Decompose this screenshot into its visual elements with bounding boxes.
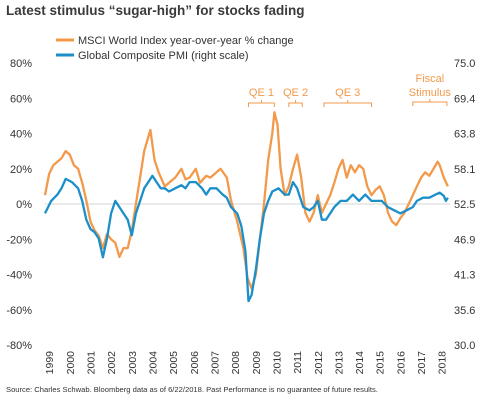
x-axis-ticks: 1999 2000 2001 2002 2003 2004 2005 2006 2007 2008…	[44, 351, 449, 375]
left-tick-label: -60%	[6, 305, 32, 317]
x-tick-label: 2009	[251, 351, 263, 375]
x-tick-label: 2007	[209, 351, 221, 375]
left-tick-label: 20%	[10, 164, 32, 176]
annotation-label: QE 2	[283, 87, 308, 99]
legend-label-msci: MSCI World Index year-over-year % change	[78, 35, 294, 47]
right-tick-label: 52.5	[454, 199, 475, 211]
annotation-bracket	[323, 100, 372, 107]
x-tick-label: 2005	[168, 351, 180, 375]
x-tick-label: 2010	[271, 351, 283, 375]
annotation-bracket	[248, 100, 275, 107]
x-tick-label: 2000	[65, 351, 77, 375]
x-tick-label: 2006	[189, 351, 201, 375]
annotation-label: QE 1	[249, 87, 274, 99]
legend-label-pmi: Global Composite PMI (right scale)	[78, 50, 249, 62]
x-tick-label: 2016	[395, 351, 407, 375]
annotation-bracket	[412, 99, 448, 106]
annotation-bracket	[288, 100, 303, 107]
x-tick-label: 2003	[127, 351, 139, 375]
right-tick-label: 46.9	[454, 234, 475, 246]
annotation-label: Fiscal	[415, 73, 444, 85]
right-axis-ticks: 75.0 69.4 63.8 58.1 52.5 46.9 41.3 35.6 30.0	[454, 58, 475, 352]
x-tick-label: 2018	[437, 351, 449, 375]
x-tick-label: 2014	[354, 351, 366, 375]
left-tick-label: -20%	[6, 234, 32, 246]
annotation-label: QE 3	[335, 87, 360, 99]
right-tick-label: 75.0	[454, 58, 475, 70]
legend: MSCI World Index year-over-year % change…	[56, 35, 294, 62]
x-tick-label: 2004	[147, 351, 159, 375]
x-tick-label: 2001	[85, 351, 97, 375]
x-tick-label: 2015	[375, 351, 387, 375]
chart-title: Latest stimulus “sugar-high” for stocks …	[6, 3, 305, 18]
annotation-label: Stimulus	[409, 87, 452, 99]
left-axis-ticks: 80% 60% 40% 20% 0% -20% -40% -60% -80%	[6, 58, 32, 352]
annotations: QE 1 QE 2 QE 3 Fiscal Stimulus	[248, 73, 452, 107]
left-tick-label: 60%	[10, 93, 32, 105]
x-tick-label: 2013	[333, 351, 345, 375]
source-note: Source: Charles Schwab. Bloomberg data a…	[6, 385, 378, 394]
left-tick-label: 40%	[10, 129, 32, 141]
right-tick-label: 58.1	[454, 164, 475, 176]
x-tick-label: 2012	[313, 351, 325, 375]
right-tick-label: 41.3	[454, 270, 475, 282]
x-tick-label: 2008	[230, 351, 242, 375]
right-tick-label: 63.8	[454, 129, 475, 141]
x-tick-label: 2011	[292, 351, 304, 374]
left-tick-label: 80%	[10, 58, 32, 70]
left-tick-label: -40%	[6, 270, 32, 282]
right-tick-label: 35.6	[454, 305, 475, 317]
right-tick-label: 69.4	[454, 93, 475, 105]
right-tick-label: 30.0	[454, 340, 475, 352]
series-line-pmi	[43, 174, 449, 303]
x-tick-label: 2002	[106, 351, 118, 375]
left-tick-label: -80%	[6, 340, 32, 352]
x-tick-label: 1999	[44, 351, 56, 375]
x-tick-label: 2017	[416, 351, 428, 375]
left-tick-label: 0%	[16, 199, 32, 211]
